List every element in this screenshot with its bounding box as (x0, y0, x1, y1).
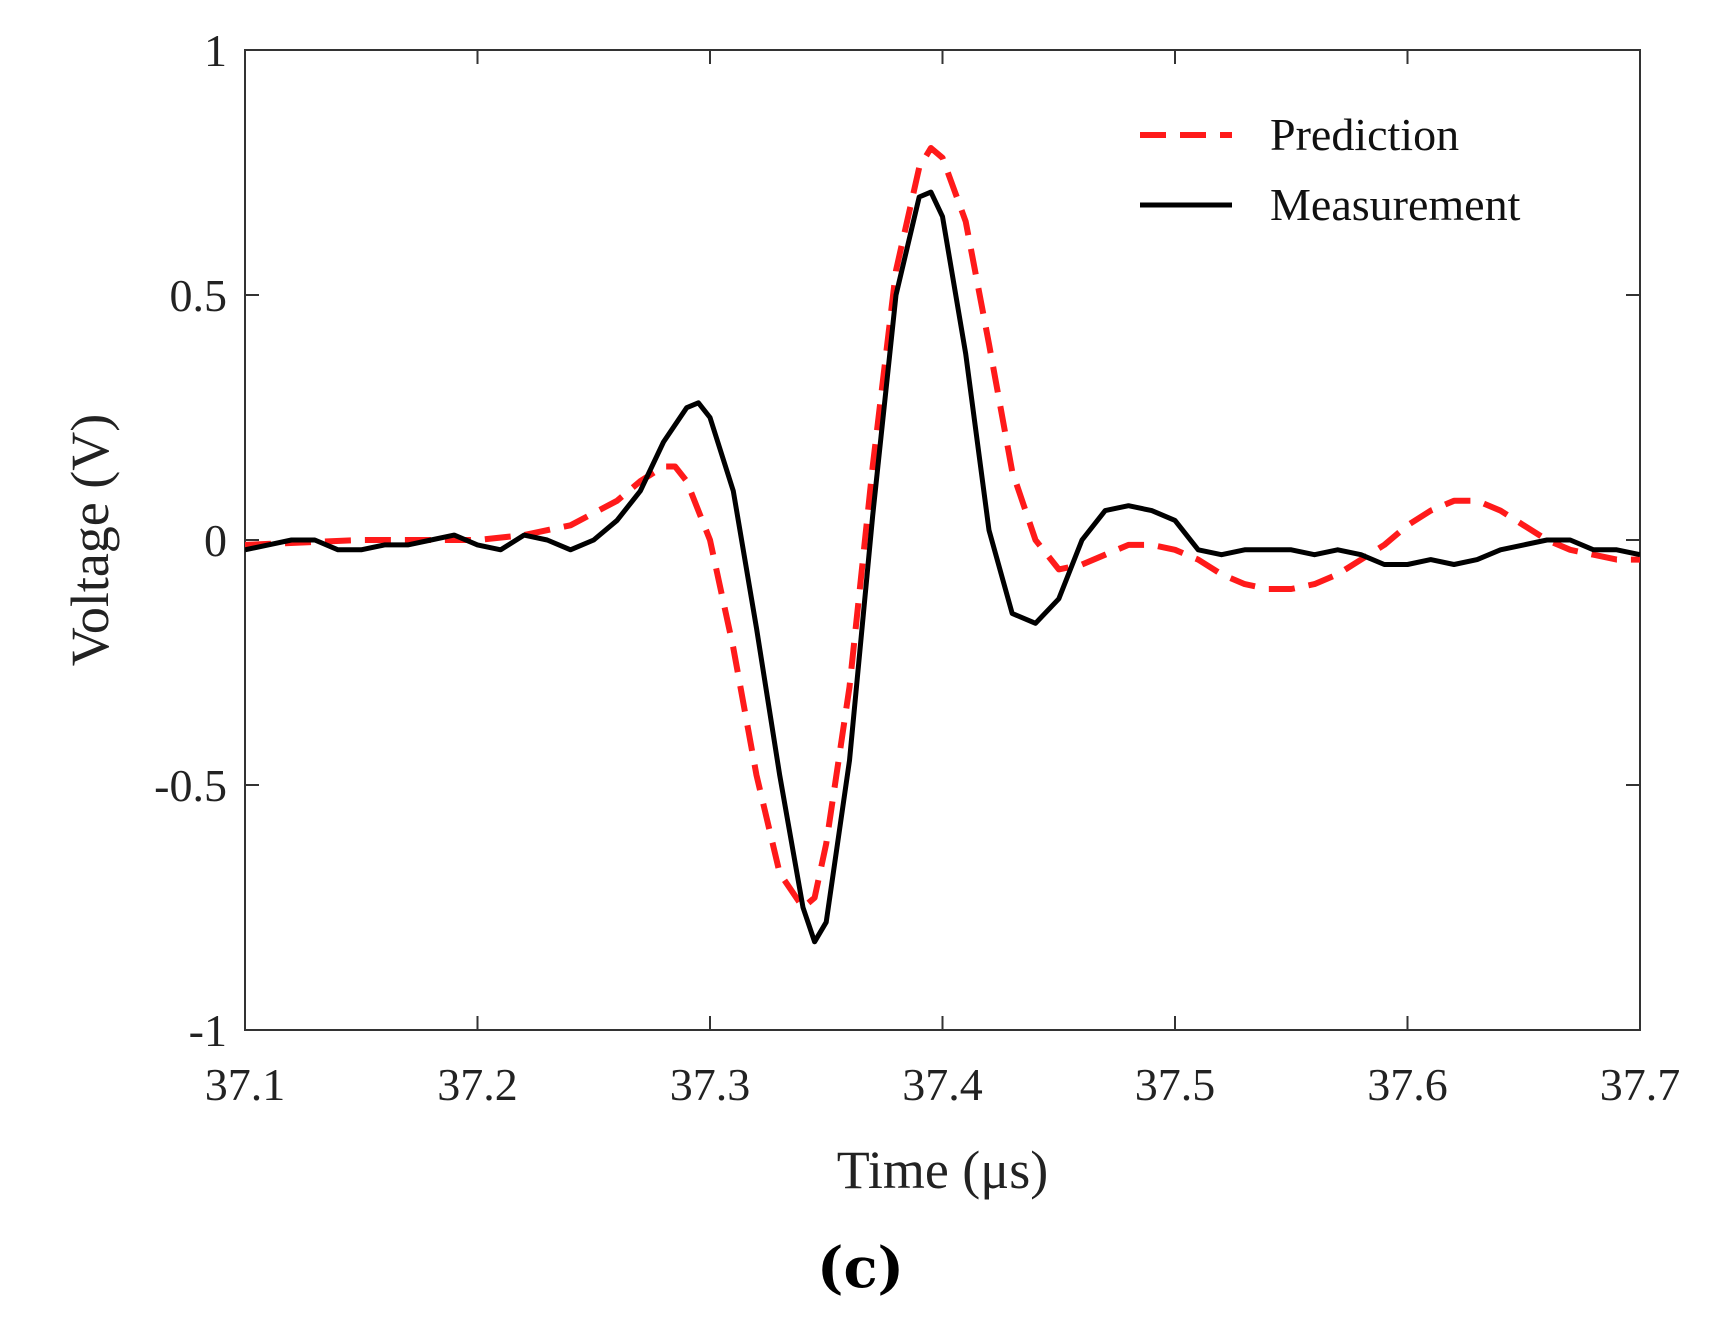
y-tick-label: 1 (204, 25, 227, 76)
legend: Prediction Measurement (1140, 109, 1521, 230)
x-tick-label: 37.1 (205, 1059, 286, 1110)
series-line-measurement (245, 189, 1640, 945)
x-tick-label: 37.3 (670, 1059, 751, 1110)
ticks (244, 49, 1641, 1031)
x-tick-label: 37.7 (1600, 1059, 1681, 1110)
y-axis-title: Voltage (V) (60, 414, 120, 666)
x-tick-label: 37.5 (1135, 1059, 1216, 1110)
y-tick-label: -1 (189, 1005, 227, 1056)
x-tick-label: 37.4 (902, 1059, 983, 1110)
legend-label-measurement: Measurement (1270, 179, 1521, 230)
x-tick-label: 37.2 (437, 1059, 518, 1110)
y-tick-label: 0.5 (170, 270, 228, 321)
y-tick-label: -0.5 (154, 760, 227, 811)
legend-label-prediction: Prediction (1270, 109, 1459, 160)
x-tick-label: 37.6 (1367, 1059, 1448, 1110)
panel-label: (c) (816, 1235, 905, 1301)
x-axis-title: Time (μs) (837, 1140, 1049, 1200)
series-line-prediction (245, 145, 1640, 911)
series-layer (245, 145, 1640, 945)
x-tick-labels: 37.1 37.2 37.3 37.4 37.5 37.6 37.7 (205, 1059, 1681, 1110)
y-tick-label: 0 (204, 515, 227, 566)
y-tick-labels: -1 -0.5 0 0.5 1 (154, 25, 227, 1056)
